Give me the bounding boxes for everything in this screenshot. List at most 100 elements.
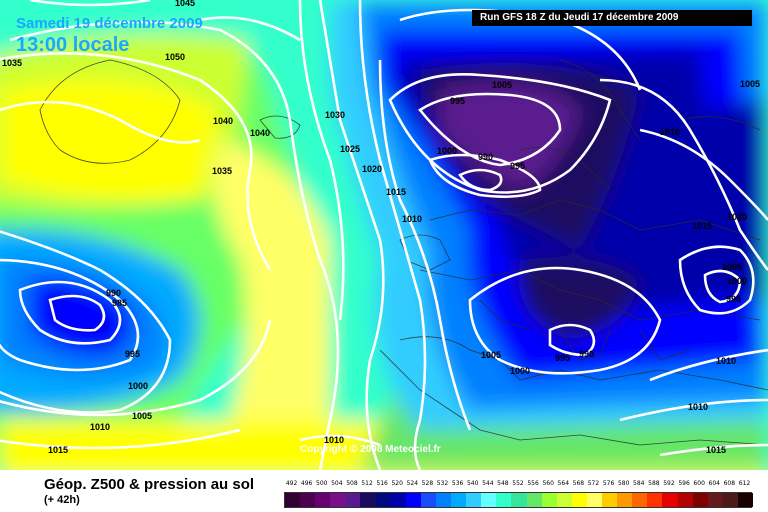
isobar-label: 995 [125,349,140,359]
legend-swatch [375,493,392,507]
legend-value: 576 [602,480,615,487]
legend-swatch [511,493,528,507]
legend-value: 520 [391,480,403,487]
isobar-label: 1015 [706,445,726,455]
isobar-label: 1005 [481,350,501,360]
legend-value: 588 [648,480,660,487]
legend-value: 500 [316,480,328,487]
isobar-label: 995 [510,161,525,171]
isobar-label: 1020 [727,212,747,222]
legend-value: 496 [300,480,313,487]
color-legend [284,492,754,508]
legend-swatch [330,493,346,507]
isobar-label: 1050 [165,52,185,62]
legend-value: 544 [482,480,494,487]
map-title: Géop. Z500 & pression au sol [44,476,255,493]
isobar-label: 1010 [324,435,344,445]
legend-value: 560 [542,480,554,487]
legend-swatch [390,493,407,507]
legend-value: 536 [451,480,464,487]
legend-value: 512 [361,480,373,487]
legend-swatch [300,493,316,507]
isobar-label: 1000 [437,146,457,156]
legend-value: 516 [376,480,388,487]
isobar-label: 1010 [688,402,708,412]
isobar-label: 1025 [340,144,360,154]
forecast-time: 13:00 locale [16,34,130,56]
isobar-label: 1005 [492,80,512,90]
legend-value: 524 [406,480,419,487]
isobar-label: 1010 [402,214,422,224]
legend-swatch [586,493,603,507]
isobar-label: 1000 [128,381,148,391]
isobar-label: 1005 [722,262,742,272]
isobar-label: 1000 [727,276,747,286]
forecast-hours: (+ 42h) [44,494,80,506]
forecast-date: Samedi 19 décembre 2009 [16,15,203,32]
legend-swatch [285,493,301,507]
legend-swatch [617,493,633,507]
legend-value: 592 [663,480,675,487]
isobar-label: 1015 [48,445,68,455]
isobar-label: 1010 [90,422,110,432]
legend-value: 492 [285,480,298,487]
legend-value: 528 [421,480,434,487]
legend-value: 552 [512,480,524,487]
isobar-label: 1020 [362,164,382,174]
isobar-label: 1010 [660,127,680,137]
legend-value: 532 [436,480,449,487]
legend-swatch [405,493,422,507]
legend-swatch [602,493,618,507]
legend-value: 580 [617,480,630,487]
legend-swatch [692,493,709,507]
isobar-label: 1040 [213,116,233,126]
legend-value: 596 [678,480,690,487]
legend-value: 548 [497,480,509,487]
legend-value: 604 [708,480,720,487]
legend-value: 568 [572,480,585,487]
isobar-label: 990 [106,288,121,298]
model-run-label: Run GFS 18 Z du Jeudi 17 décembre 2009 [472,10,752,26]
isobar-label: 995 [450,96,465,106]
legend-swatch [360,493,377,507]
legend-swatch [466,493,482,507]
legend-swatch [435,493,452,507]
isobar-label: 990 [478,152,493,162]
footer-bar: Géop. Z500 & pression au sol (+ 42h) 492… [0,470,768,512]
legend-value: 612 [738,480,751,487]
legend-value: 540 [466,480,479,487]
legend-tick-labels: 492 496 500 504 508 512 516 520 524 528 532 536 540 5… [284,480,752,490]
isobar-label: 1030 [325,110,345,120]
isobar-label: 1035 [2,58,22,68]
legend-value: 608 [723,480,736,487]
legend-value: 508 [346,480,358,487]
isobar-label: 985 [112,298,127,308]
legend-swatch [722,493,739,507]
legend-swatch [526,493,543,507]
legend-value: 556 [527,480,539,487]
legend-swatch [662,493,678,507]
isobar-label: 1035 [212,166,232,176]
legend-swatch [707,493,724,507]
isobar-label: 990 [579,349,594,359]
legend-swatch [496,493,512,507]
isobar-label: 1015 [692,221,712,231]
isobar-label: 1045 [175,0,195,8]
legend-swatch [647,493,663,507]
legend-swatch [571,493,588,507]
legend-swatch [481,493,497,507]
legend-value: 572 [587,480,600,487]
isobar-label: 1010 [716,356,736,366]
isobar-label: 995 [726,294,741,304]
legend-swatch [632,493,648,507]
copyright-notice: Copyright © 2008 Meteociel.fr [300,444,441,455]
legend-swatch [315,493,331,507]
legend-swatch [737,493,754,507]
isobar-label: 1005 [132,411,152,421]
isobar-label: 1015 [386,187,406,197]
legend-swatch [345,493,361,507]
isobar-label: 995 [555,353,570,363]
isobar-label: 1000 [510,366,530,376]
pressure-map: 1045 1035 1050 1040 1040 1035 1030 1025 … [0,0,768,470]
legend-swatch [451,493,467,507]
